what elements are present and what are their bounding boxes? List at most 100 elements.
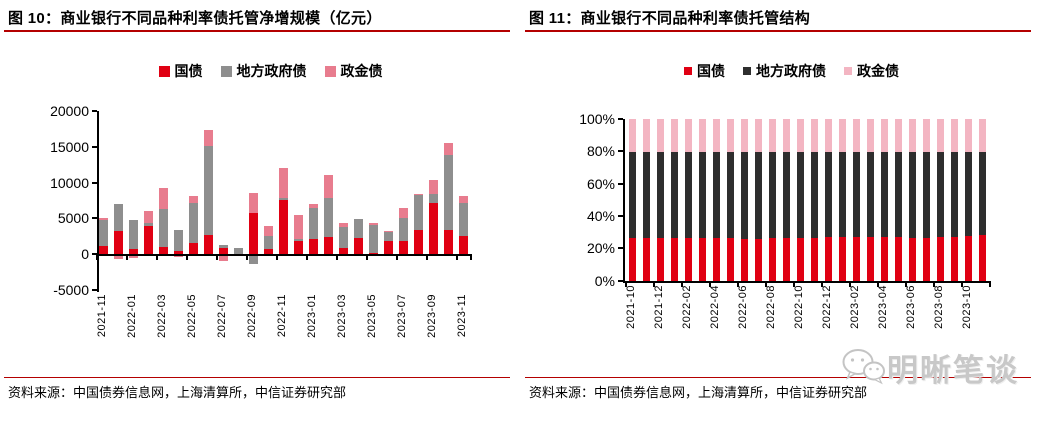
x-tick	[455, 254, 458, 261]
x-tick	[932, 280, 935, 287]
x-axis-label: 2023-10	[961, 285, 973, 329]
y-tick	[92, 145, 97, 148]
bar-segment	[698, 238, 706, 281]
x-tick	[335, 254, 338, 261]
x-axis-label: 2023-09	[426, 294, 438, 338]
x-tick	[305, 254, 308, 261]
bar-segment	[383, 231, 393, 232]
bar-segment	[852, 119, 860, 152]
bar-segment	[128, 219, 138, 250]
bar-segment	[978, 234, 986, 281]
bar-segment	[338, 247, 348, 255]
y-tick	[618, 215, 623, 218]
legend-swatch	[158, 65, 170, 77]
bar-segment	[158, 247, 168, 255]
bar-segment	[233, 248, 243, 255]
bar-segment	[458, 196, 468, 204]
bar-segment	[263, 249, 273, 255]
bar-segment	[796, 119, 804, 153]
bar-segment	[368, 224, 378, 253]
x-tick	[125, 254, 128, 261]
bar-segment	[922, 152, 930, 238]
bar-segment	[852, 236, 860, 281]
bar-segment	[642, 237, 650, 281]
bar-segment	[113, 230, 123, 255]
y-axis-label: 0%	[594, 272, 615, 289]
bar-segment	[880, 151, 888, 238]
bar-segment	[796, 152, 804, 238]
bar-segment	[203, 146, 213, 235]
legend-label: 政金债	[340, 63, 383, 79]
figure-11-legend: 国债 地方政府债 政金债	[541, 61, 1042, 81]
x-tick	[395, 254, 398, 261]
x-axis-label: 2023-07	[396, 294, 408, 338]
bar-segment	[740, 119, 748, 153]
bar-segment	[98, 219, 108, 246]
figure-11-title: 图 11：商业银行不同品种利率债托管结构	[529, 10, 811, 27]
legend-label: 政金债	[857, 63, 899, 79]
bar-segment	[383, 232, 393, 242]
x-axis-label: 2022-12	[821, 285, 833, 329]
bar-segment	[754, 119, 762, 153]
bar-segment	[894, 151, 902, 238]
x-axis-label: 2021-12	[653, 285, 665, 329]
x-tick	[275, 254, 278, 261]
bar-segment	[293, 240, 303, 255]
legend-swatch	[743, 67, 751, 75]
watermark: 明晰笔谈	[841, 345, 1019, 390]
bar-segment	[740, 238, 748, 281]
y-tick	[618, 118, 623, 120]
bar-segment	[894, 237, 902, 281]
x-tick	[848, 280, 851, 287]
bar-segment	[838, 119, 846, 152]
bar-segment	[642, 152, 650, 238]
figure-10-title: 图 10：商业银行不同品种利率债托管净增规模（亿元）	[8, 10, 382, 27]
bar-segment	[670, 237, 678, 281]
bar-segment	[353, 219, 363, 239]
bar-segment	[248, 193, 258, 214]
bar-segment	[203, 130, 213, 147]
bar-segment	[726, 152, 734, 239]
y-tick	[618, 150, 623, 153]
bar-segment	[978, 151, 986, 235]
bar-segment	[398, 207, 408, 219]
bar-segment	[824, 151, 832, 238]
x-axis-label: 2023-03	[336, 294, 348, 338]
y-axis-line	[97, 111, 99, 292]
bar-segment	[712, 238, 720, 281]
bar-segment	[278, 199, 288, 255]
bar-segment	[712, 119, 720, 153]
bar-segment	[768, 152, 776, 239]
x-axis-label: 2022-04	[709, 285, 721, 329]
y-tick	[618, 182, 623, 185]
x-tick	[820, 280, 823, 287]
bar-segment	[838, 237, 846, 281]
figure-10-chart: 国债 地方政府债 政金债 20000 15000 10000 5000 0 -5000 2021…	[50, 61, 472, 338]
x-axis-label: 2022-08	[765, 285, 777, 329]
x-tick	[792, 280, 795, 287]
bar-segment	[368, 252, 378, 255]
y-axis-label: -5000	[53, 282, 89, 298]
bar-segment	[248, 213, 258, 255]
x-axis-label: 2021-11	[96, 294, 108, 338]
x-tick	[988, 280, 991, 287]
x-axis-label: 2022-02	[681, 285, 693, 329]
x-axis-label: 2022-11	[276, 294, 288, 338]
bar-segment	[308, 204, 318, 208]
bar-segment	[443, 155, 453, 230]
bar-segment	[810, 119, 818, 153]
bar-segment	[810, 237, 818, 281]
bar-segment	[158, 209, 168, 248]
bar-segment	[726, 119, 734, 153]
y-tick	[92, 253, 97, 256]
bar-segment	[684, 152, 692, 238]
x-axis-label: 2022-09	[246, 294, 258, 338]
y-tick	[92, 217, 97, 220]
figure-10-source-rule	[4, 377, 510, 378]
bar-segment	[128, 249, 138, 255]
x-axis-label: 2023-04	[877, 285, 889, 329]
bar-segment	[143, 225, 153, 255]
legend-item: 国债	[158, 61, 203, 81]
y-axis-label: 20000	[50, 103, 89, 119]
x-tick	[215, 254, 218, 261]
